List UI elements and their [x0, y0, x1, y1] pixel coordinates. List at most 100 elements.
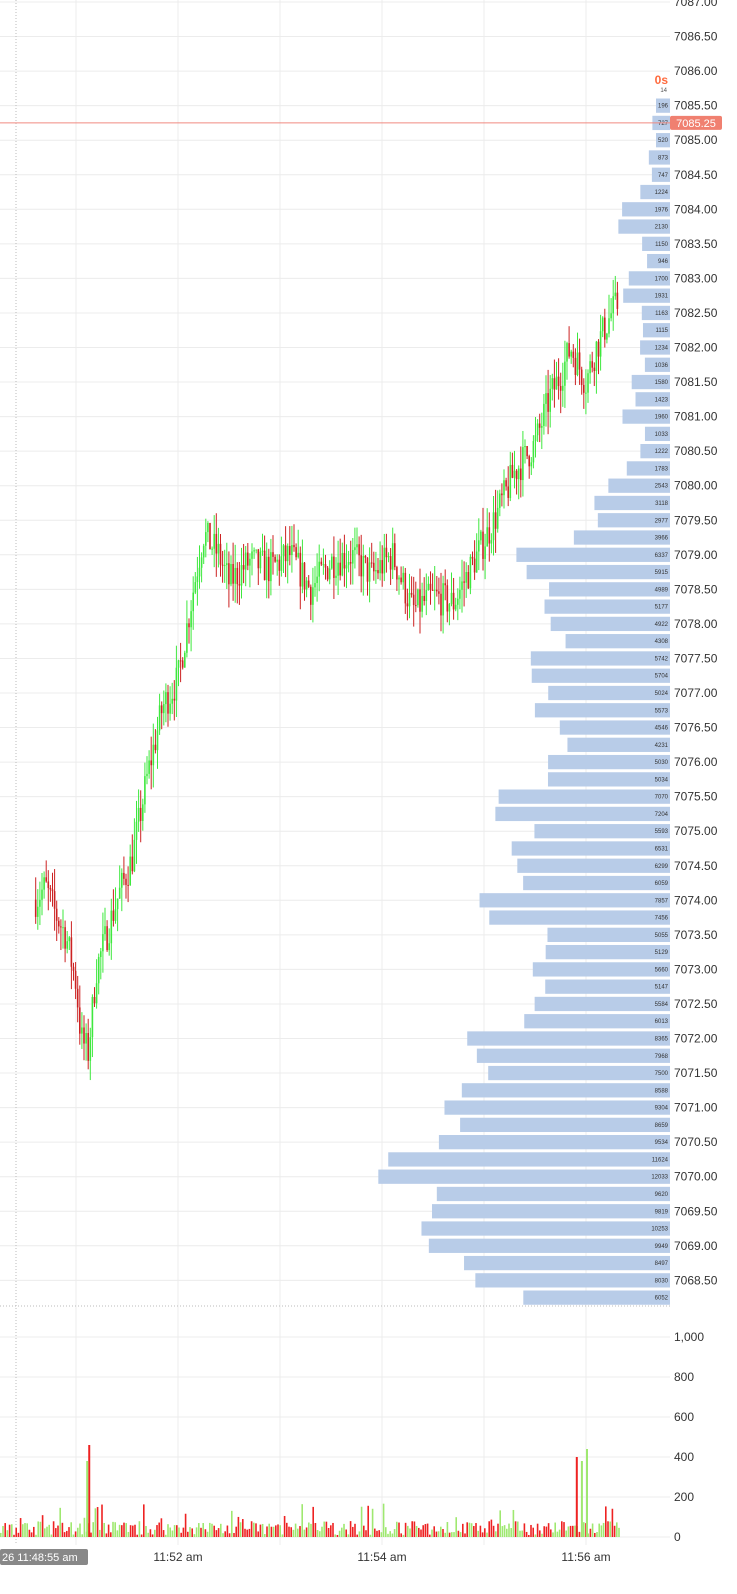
candle-body	[144, 776, 146, 805]
volume-bar	[479, 1525, 482, 1537]
volume-bar	[143, 1504, 145, 1537]
candle-body	[307, 580, 310, 587]
price-tick-label: 7069.50	[674, 1204, 718, 1218]
candle-body	[515, 470, 518, 480]
volume-bar	[396, 1521, 398, 1537]
volume-bar	[165, 1534, 167, 1537]
candle-body	[509, 464, 512, 498]
price-axis[interactable]: 7087.00 7086.50 7086.00 7085.50 7085.00 7084.…	[674, 0, 718, 1287]
volume-bar	[451, 1532, 453, 1537]
volume-bar	[530, 1524, 532, 1537]
volume-bar	[242, 1519, 244, 1537]
candle-body	[221, 564, 224, 566]
candle-body	[551, 378, 554, 389]
price-tick-label: 7079.50	[674, 513, 718, 527]
volume-bar	[305, 1527, 308, 1537]
volume-bar	[572, 1525, 574, 1537]
candle-body	[247, 552, 249, 566]
profile-bar-label: 5584	[655, 1002, 669, 1008]
candle-body	[360, 555, 362, 577]
volume-bar	[327, 1527, 330, 1537]
volume-bar	[457, 1530, 460, 1537]
candle-body	[444, 583, 446, 586]
candle-body	[116, 898, 119, 910]
volume-bar	[484, 1528, 486, 1537]
volume-bar	[354, 1523, 356, 1537]
volume-bar	[618, 1527, 620, 1537]
price-tick-label: 7084.50	[674, 168, 718, 182]
volume-bar	[402, 1534, 405, 1537]
volume-bar	[545, 1526, 548, 1537]
profile-bar-label: 12033	[651, 1175, 668, 1181]
profile-bar-label: 4308	[655, 639, 669, 645]
volume-bar	[552, 1532, 554, 1537]
candle-body	[492, 512, 495, 541]
price-tick-label: 7078.50	[674, 582, 718, 596]
price-tick-label: 7081.50	[674, 375, 718, 389]
candle-body	[205, 532, 207, 546]
candle-body	[599, 331, 602, 357]
candle-body	[396, 567, 398, 580]
volume-bar	[39, 1521, 42, 1537]
volume-bar	[514, 1521, 517, 1537]
candle-body	[179, 660, 182, 662]
volume-bar	[583, 1522, 585, 1537]
profile-bar	[567, 737, 670, 752]
price-candles[interactable]	[34, 275, 619, 1081]
candle-body	[83, 1027, 85, 1044]
volume-bar	[275, 1525, 277, 1537]
profile-bar-label: 1976	[655, 207, 669, 213]
profile-bar-label: 1700	[655, 276, 669, 282]
volume-bar	[250, 1521, 253, 1537]
candle-body	[482, 531, 484, 559]
profile-bar	[511, 841, 670, 856]
candle-body	[217, 543, 220, 554]
candle-body	[419, 589, 421, 612]
candle-body	[47, 881, 50, 888]
volume-bar	[211, 1523, 213, 1537]
volume-bar	[191, 1528, 193, 1537]
profile-bar-label: 5055	[655, 933, 669, 939]
crosshair-time-label: 26 11:48:55 am	[2, 1552, 78, 1564]
candle-body	[543, 403, 545, 426]
candle-body	[76, 988, 79, 1008]
profile-bar-label: 6052	[655, 1296, 669, 1302]
volume-bar	[57, 1525, 59, 1537]
volume-bar	[352, 1526, 354, 1537]
candle-body	[160, 705, 163, 714]
volume-bar	[343, 1523, 345, 1537]
candle-body	[549, 388, 551, 412]
candle-body	[148, 760, 150, 774]
candle-body	[349, 562, 352, 564]
volume-tick-label: 600	[674, 1410, 694, 1424]
volume-axis[interactable]: 1,000 800 600 400 200 0	[674, 1330, 704, 1544]
volume-bar	[68, 1527, 70, 1537]
candle-body	[358, 544, 360, 556]
candle-body	[517, 468, 520, 480]
volume-bar	[224, 1531, 226, 1537]
volume-bar	[101, 1504, 103, 1537]
profile-bar	[635, 392, 670, 407]
volume-bar	[151, 1534, 154, 1537]
profile-bar-label: 9620	[655, 1192, 669, 1198]
profile-bar	[573, 530, 670, 545]
candle-body	[593, 367, 596, 371]
candle-body	[314, 583, 316, 588]
volume-bar	[215, 1530, 218, 1537]
volume-bar	[13, 1534, 15, 1537]
price-tick-label: 7073.50	[674, 928, 718, 942]
profile-bar	[460, 1117, 670, 1133]
volume-bar	[118, 1524, 121, 1537]
profile-bar-label: 747	[658, 173, 669, 179]
candle-body	[337, 562, 339, 576]
candle-body	[478, 540, 480, 552]
candle-body	[440, 593, 442, 616]
candle-body	[289, 545, 291, 556]
candle-body	[486, 527, 488, 547]
candle-body	[173, 698, 176, 701]
volume-bar	[543, 1526, 545, 1537]
volume-bar	[613, 1525, 616, 1537]
volume-bar	[550, 1529, 552, 1537]
